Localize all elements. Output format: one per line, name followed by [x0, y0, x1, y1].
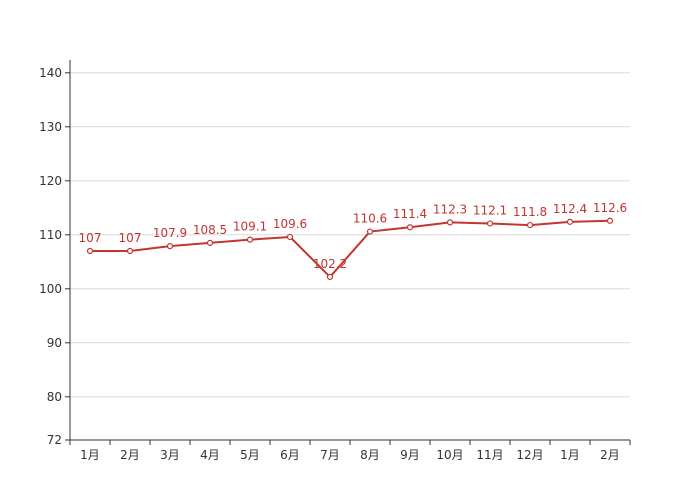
data-point: [366, 228, 374, 235]
data-label: 107.9: [153, 226, 187, 240]
data-label: 102.2: [313, 257, 347, 271]
data-point: [246, 236, 254, 243]
y-tick-label: 110: [39, 228, 62, 242]
axes: [65, 60, 631, 445]
x-tick-label: 7月: [320, 448, 340, 462]
data-point: [86, 247, 94, 255]
data-points: [86, 217, 614, 281]
x-tick-label: 8月: [360, 448, 380, 462]
data-point: [206, 239, 214, 246]
grid-lines: [70, 72, 630, 398]
x-tick-label: 11月: [476, 448, 503, 462]
y-tick-label: 100: [39, 282, 62, 296]
x-tick-label: 2月: [120, 448, 140, 462]
data-label: 111.4: [393, 207, 427, 221]
data-label: 112.3: [433, 202, 467, 216]
data-label: 107: [119, 231, 142, 245]
series-line-path: [90, 219, 611, 278]
x-tick-label: 3月: [160, 448, 180, 462]
data-point: [406, 224, 414, 231]
x-tick-label: 2月: [600, 448, 620, 462]
data-labels: 107 107 107.9 108.5 109.1 109.6 102.2 110.6 111.…: [79, 201, 628, 271]
y-tick-label: 72: [47, 433, 62, 447]
data-label: 109.1: [233, 220, 267, 234]
data-label: 110.6: [353, 212, 387, 226]
x-tick-label: 4月: [200, 448, 220, 462]
data-point: [486, 220, 494, 227]
data-point: [326, 273, 334, 281]
data-point: [286, 233, 294, 241]
y-tick-label: 90: [47, 336, 62, 350]
data-label: 108.5: [193, 223, 227, 237]
x-tick-label: 10月: [436, 448, 463, 462]
series-line: [90, 219, 611, 278]
x-tick-label: 6月: [280, 448, 300, 462]
data-label: 107: [79, 231, 102, 245]
y-axis-tick-labels: 72 80 90 100 110 120 130 140: [39, 66, 62, 447]
data-label: 111.8: [513, 205, 547, 219]
data-point: [166, 243, 174, 250]
y-tick-label: 120: [39, 174, 62, 188]
x-tick-label: 5月: [240, 448, 260, 462]
data-point: [606, 217, 614, 224]
x-tick-label: 1月: [80, 448, 100, 462]
data-point: [526, 221, 534, 229]
y-tick-label: 130: [39, 120, 62, 134]
data-label: 109.6: [273, 217, 307, 231]
x-tick-label: 9月: [400, 448, 420, 462]
data-point: [566, 218, 574, 225]
x-axis-tick-labels: 1月 2月 3月 4月 5月 6月 7月 8月 9月 10月 11月 12月 1月 2月: [80, 448, 620, 462]
y-tick-label: 140: [39, 66, 62, 80]
x-tick-label: 1月: [560, 448, 580, 462]
data-label: 112.6: [593, 201, 627, 215]
data-label: 112.4: [553, 202, 587, 216]
y-tick-label: 80: [47, 390, 62, 404]
data-point: [126, 247, 134, 255]
data-point: [446, 219, 454, 226]
x-tick-label: 12月: [516, 448, 543, 462]
data-label: 112.1: [473, 203, 507, 217]
